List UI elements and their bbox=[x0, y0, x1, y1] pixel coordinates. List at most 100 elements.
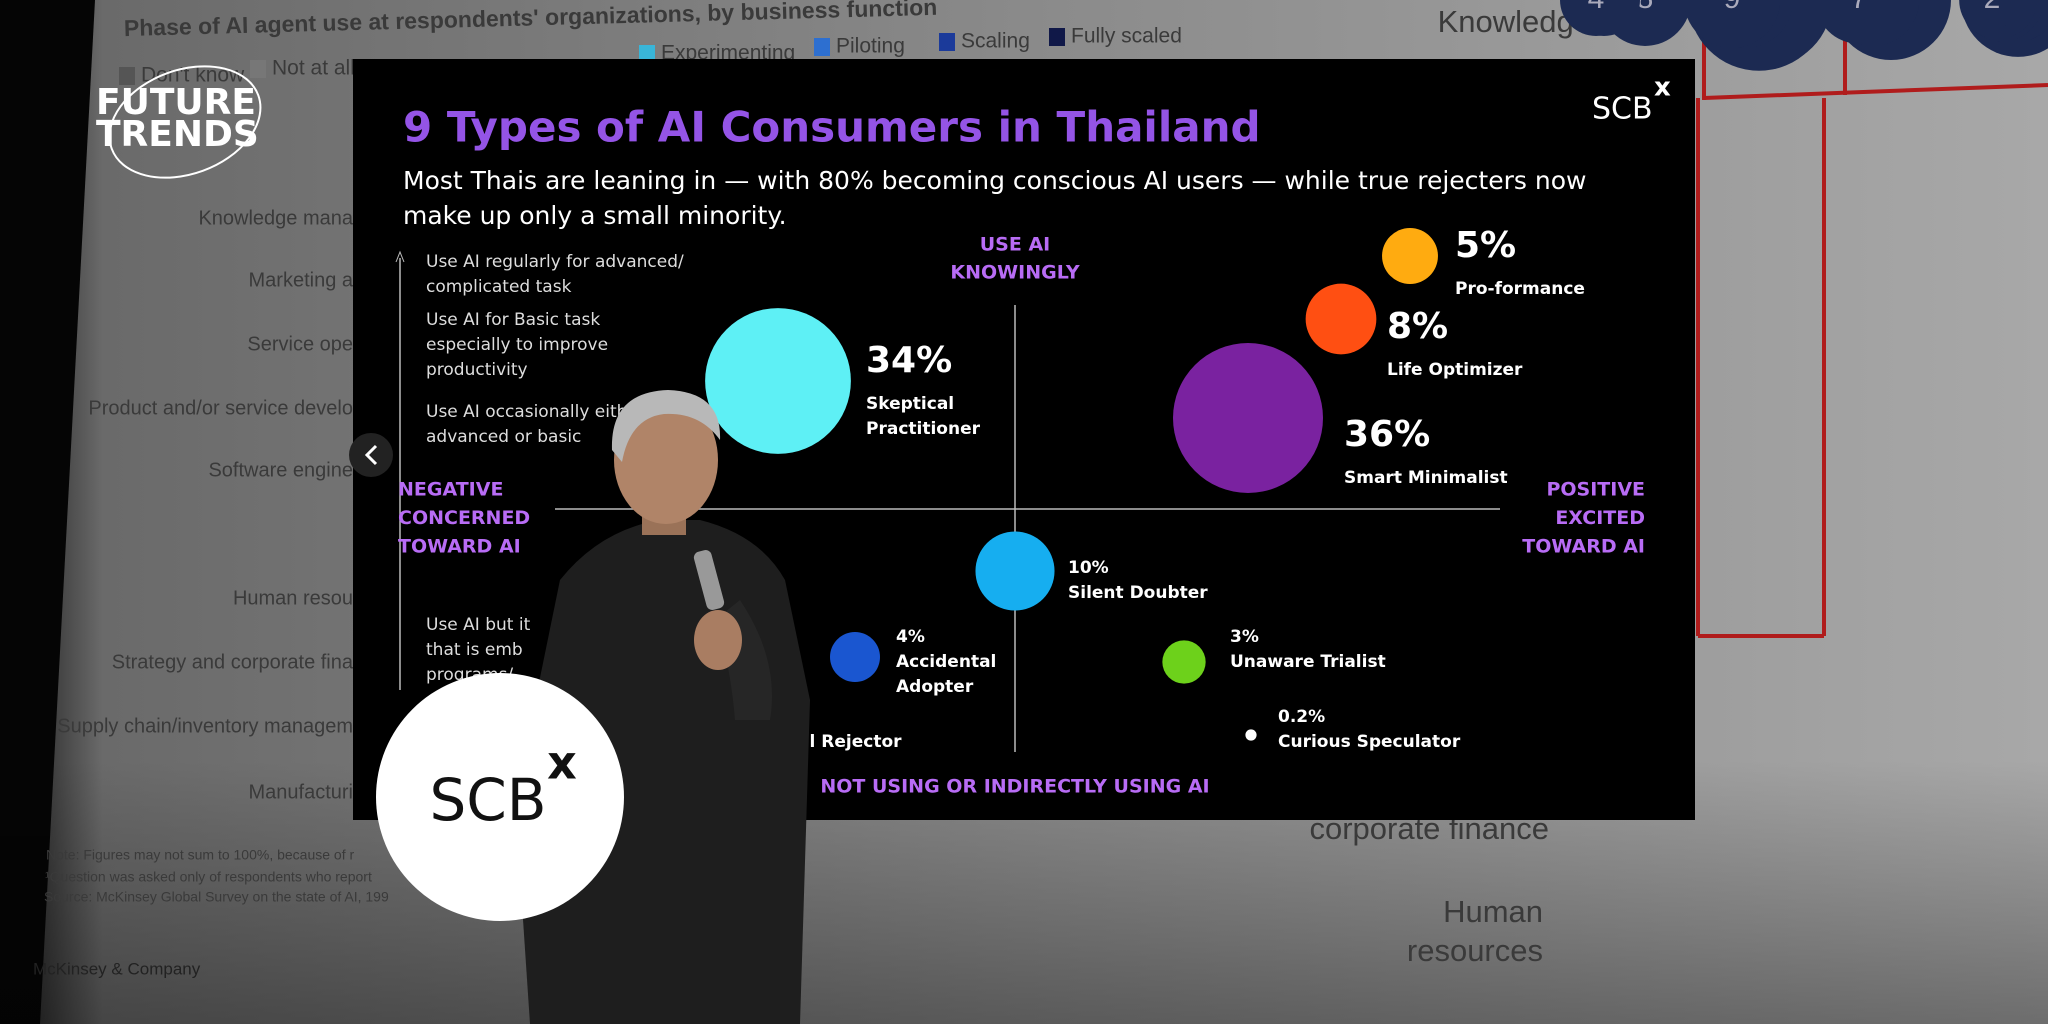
segment-name: Life Optimizer bbox=[1387, 360, 1523, 380]
row-label: Software engine bbox=[208, 459, 353, 481]
segment-name: Curious Speculator bbox=[1278, 732, 1461, 752]
bubble bbox=[1963, 0, 2021, 29]
axis-label: NOT USING OR INDIRECTLY USING AI bbox=[820, 776, 1209, 798]
slide-subtitle: make up only a small minority. bbox=[403, 201, 787, 230]
annotation: Use AI regularly for advanced/ bbox=[426, 252, 684, 272]
legend-swatch bbox=[639, 45, 655, 63]
row-label: Knowledge mana bbox=[198, 207, 353, 229]
row-label: Service ope bbox=[247, 333, 353, 355]
footnote: Source: McKinsey Global Survey on the st… bbox=[44, 889, 389, 905]
axis-label: USE AI bbox=[980, 234, 1050, 256]
brand-line: FUTURE bbox=[96, 82, 256, 123]
bubble bbox=[1162, 640, 1206, 684]
axis-label: NEGATIVE bbox=[398, 479, 503, 501]
legend-label: Scaling bbox=[961, 30, 1030, 53]
bubble bbox=[1684, 0, 1780, 48]
annotation: especially to improve bbox=[426, 335, 608, 355]
speaker-hair bbox=[611, 390, 721, 462]
row-label: Marketing a bbox=[249, 269, 354, 291]
bubble bbox=[1815, 0, 1903, 44]
segment-name: Practitioner bbox=[866, 419, 981, 439]
row-label: Supply chain/inventory managem bbox=[57, 715, 353, 737]
annotation: productivity bbox=[426, 360, 528, 380]
axis-label: KNOWINGLY bbox=[950, 262, 1079, 284]
bubble-label: 9 bbox=[1724, 0, 1741, 15]
segment-name: Adopter bbox=[896, 677, 974, 697]
slide-title: 9 Types of AI Consumers in Thailand bbox=[403, 103, 1261, 152]
legend-swatch bbox=[119, 67, 135, 85]
source: McKinsey & Company bbox=[33, 959, 201, 978]
segment-name: Pro-formance bbox=[1455, 279, 1585, 299]
bubble bbox=[705, 308, 851, 454]
legend-swatch bbox=[250, 60, 266, 78]
bubble bbox=[1173, 343, 1323, 493]
segment-name: Skeptical bbox=[866, 394, 954, 414]
row-label: resources bbox=[1407, 933, 1543, 968]
segment-name: Silent Doubter bbox=[1068, 583, 1208, 603]
row-label: Human bbox=[1443, 894, 1543, 929]
row-label: Product and/or service develo bbox=[88, 397, 353, 419]
row-label: Strategy and corporate fina bbox=[112, 651, 354, 673]
slide-logo: SCB bbox=[1592, 92, 1653, 127]
bubble bbox=[1382, 228, 1438, 284]
segment-name: Accidental bbox=[896, 652, 996, 672]
segment-name: Smart Minimalist bbox=[1344, 468, 1508, 488]
segment-share: 0.2% bbox=[1278, 707, 1325, 727]
legend-label: Don't know bbox=[141, 64, 245, 87]
brand-line: TRENDS bbox=[96, 114, 259, 155]
bubble bbox=[1305, 283, 1377, 355]
row-label: Human resou bbox=[233, 587, 353, 609]
row-label: Manufacturi bbox=[249, 781, 354, 803]
annotation: advanced or basic bbox=[426, 427, 581, 447]
bubble bbox=[1560, 0, 1632, 36]
legend-label: Not at all bbox=[272, 57, 355, 80]
speaker-head bbox=[614, 396, 718, 524]
axis-label: EXCITED bbox=[1555, 507, 1645, 529]
segment-share: 10% bbox=[1068, 558, 1109, 578]
microphone bbox=[693, 550, 725, 610]
bubble-label: 7 bbox=[1851, 0, 1868, 15]
slide-logo-mark: x bbox=[1654, 73, 1671, 103]
badge-text: SCB bbox=[429, 766, 546, 834]
axis-label: TOWARD AI bbox=[398, 536, 521, 558]
bubble bbox=[830, 632, 880, 682]
bubble-label: 8 bbox=[1637, 0, 1654, 15]
speaker-hand bbox=[694, 610, 742, 670]
segment-share: 5% bbox=[1455, 225, 1516, 266]
annotation: complicated task bbox=[426, 277, 572, 297]
footnote: ¹Question was asked only of respondents … bbox=[45, 869, 372, 885]
legend-swatch bbox=[814, 38, 830, 56]
annotation: that is emb bbox=[426, 640, 523, 660]
segment-share: 4% bbox=[896, 627, 925, 647]
axis-label: CONCERNED bbox=[398, 507, 530, 529]
segment-share: 8% bbox=[1387, 306, 1448, 347]
slide-subtitle: Most Thais are leaning in — with 80% bec… bbox=[403, 166, 1586, 195]
bubble-label: 4 bbox=[1588, 0, 1605, 15]
brand-swoosh bbox=[108, 65, 262, 179]
bubble bbox=[1245, 729, 1257, 741]
axis-label: TOWARD AI bbox=[1522, 536, 1645, 558]
axis-arrow-head bbox=[395, 250, 405, 263]
badge-circle bbox=[376, 673, 624, 921]
legend-label: Piloting bbox=[836, 35, 905, 58]
legend-label: Fully scaled bbox=[1071, 25, 1182, 48]
badge-mark: x bbox=[547, 736, 577, 790]
segment-share: 36% bbox=[1344, 414, 1430, 455]
bubble-label: 2 bbox=[1984, 0, 2001, 15]
footnote: Note: Figures may not sum to 100%, becau… bbox=[46, 847, 354, 863]
legend-swatch bbox=[939, 33, 955, 51]
axis-label: POSITIVE bbox=[1546, 479, 1645, 501]
legend-label: Experimenting bbox=[661, 42, 795, 65]
grid-line bbox=[1703, 83, 2048, 100]
segment-name: Unaware Trialist bbox=[1230, 652, 1386, 672]
segment-share: 3% bbox=[1230, 627, 1259, 647]
segment-share: 34% bbox=[866, 340, 952, 381]
legend-swatch bbox=[1049, 28, 1065, 46]
annotation: Use AI occasionally either bbox=[426, 402, 645, 422]
annotation: Use AI but it bbox=[426, 615, 531, 635]
bubble bbox=[975, 531, 1055, 611]
prev-button[interactable] bbox=[349, 433, 393, 477]
